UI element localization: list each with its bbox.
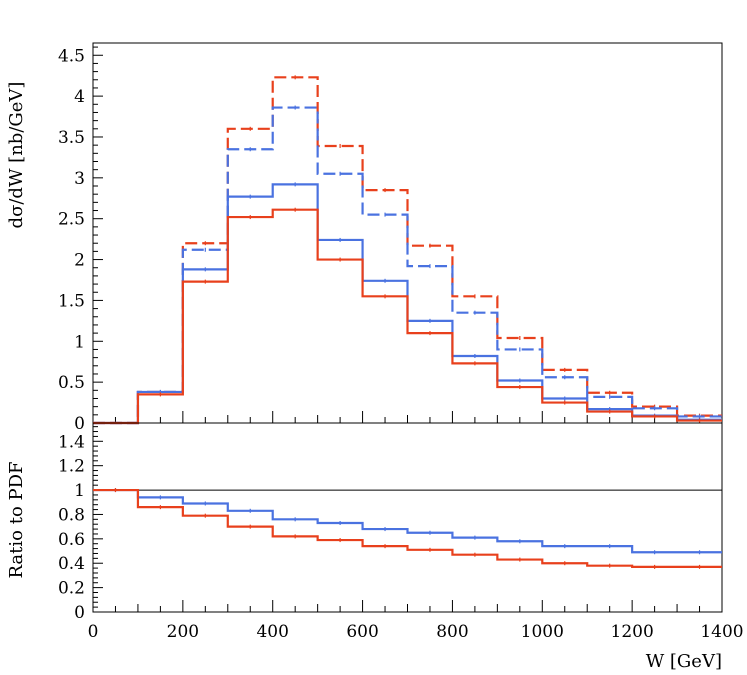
x-tick-label: 600 (346, 622, 378, 642)
main-y-tick-label: 4 (74, 87, 85, 107)
x-tick-label: 0 (88, 622, 99, 642)
ratio-series-0-line (93, 488, 722, 554)
ratio-y-tick-label: 0 (74, 603, 85, 623)
main-y-tick-label: 4.5 (58, 46, 85, 66)
x-tick-label: 800 (436, 622, 468, 642)
main-y-tick-label: 1.5 (58, 291, 85, 311)
main-y-tick-label: 1 (74, 332, 85, 352)
ratio-series-1-line (93, 488, 722, 568)
main-y-tick-label: 3.5 (58, 128, 85, 148)
main-series-1-line (93, 106, 722, 425)
x-axis-title: W [GeV] (646, 651, 722, 672)
main-y-tick-label: 3 (74, 169, 85, 189)
x-tick-label: 1200 (611, 622, 654, 642)
main-y-tick-label: 0 (74, 414, 85, 434)
ratio-panel: 0 0.2 0.4 0.6 0.8 1 1.2 1.4 0 200 400 600 800 1000 120… (58, 422, 744, 642)
main-y-tick-label: 2.5 (58, 210, 85, 230)
x-tick-label: 1400 (700, 622, 743, 642)
ratio-y-tick-label: 0.4 (58, 554, 85, 574)
main-y-tick-label: 0.5 (58, 373, 85, 393)
main-y-tick-label: 2 (74, 251, 85, 271)
ratio-y-axis-title: Ratio to PDF (6, 461, 27, 578)
ratio-y-tick-label: 1.4 (58, 432, 85, 452)
ratio-y-tick-label: 1 (74, 481, 85, 501)
x-tick-label: 1000 (521, 622, 564, 642)
x-tick-label: 200 (167, 622, 199, 642)
ratio-y-tick-label: 0.8 (58, 505, 85, 525)
main-panel: 0 0.5 1 1.5 2 2.5 3 3.5 4 4.5 (58, 42, 723, 434)
ratio-y-tick-label: 0.6 (58, 530, 85, 550)
ratio-y-tick-label: 0.2 (58, 579, 85, 599)
ratio-y-tick-label: 1.2 (58, 457, 85, 477)
main-y-axis-title: dσ/dW [nb/GeV] (6, 82, 27, 229)
x-tick-label: 400 (256, 622, 288, 642)
ratio-plot-frame (92, 422, 723, 613)
